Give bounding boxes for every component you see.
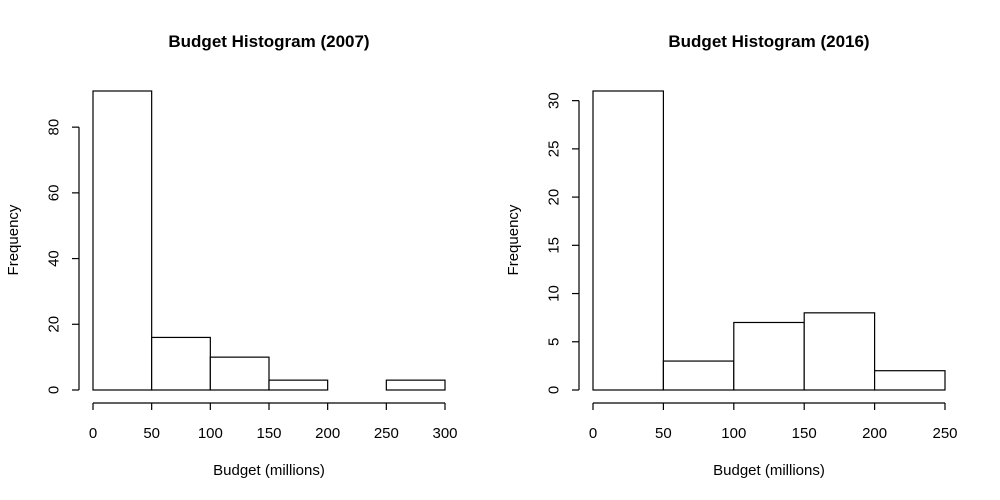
- chart-title: Budget Histogram (2007): [168, 32, 369, 51]
- x-tick-label: 0: [589, 425, 597, 442]
- y-tick-label: 60: [46, 185, 63, 202]
- y-tick-label: 15: [546, 237, 563, 254]
- histogram-bar: [803, 312, 876, 391]
- y-tick-label: 0: [546, 386, 563, 394]
- y-tick-label: 0: [46, 386, 63, 394]
- x-tick-label: 100: [721, 425, 746, 442]
- histogram-bar: [662, 360, 735, 391]
- histogram-bar: [151, 336, 211, 391]
- histogram-bar: [268, 379, 329, 391]
- x-tick-label: 50: [143, 425, 160, 442]
- histogram-bar: [209, 356, 270, 391]
- x-axis: 0 50 100 150 200 250: [589, 402, 958, 442]
- histogram-bars: [592, 90, 946, 391]
- x-axis: 0 50 100 150 200 250 300: [89, 402, 458, 442]
- y-axis: 0 5 10 15 20 25 30: [546, 92, 580, 394]
- x-tick-label: 200: [315, 425, 340, 442]
- x-tick-label: 100: [198, 425, 223, 442]
- x-tick-label: 300: [432, 425, 457, 442]
- y-axis-label: Frequency: [505, 204, 522, 275]
- x-axis-label: Budget (millions): [213, 462, 325, 479]
- x-tick-label: 150: [256, 425, 281, 442]
- y-tick-label: 5: [546, 338, 563, 346]
- y-axis: 0 20 40 60 80: [46, 119, 80, 394]
- y-tick-label: 10: [546, 285, 563, 302]
- y-tick-label: 40: [46, 250, 63, 267]
- chart-title: Budget Histogram (2016): [668, 32, 869, 51]
- histogram-panel-2016: Budget Histogram (2016) Budget (millions…: [505, 32, 958, 479]
- y-tick-label: 30: [546, 92, 563, 109]
- y-tick-label: 20: [46, 316, 63, 333]
- histogram-bar: [92, 90, 153, 391]
- x-tick-label: 150: [792, 425, 817, 442]
- histogram-bars: [92, 90, 446, 391]
- histogram-bar: [733, 321, 805, 391]
- x-axis-label: Budget (millions): [713, 462, 825, 479]
- x-tick-label: 200: [862, 425, 887, 442]
- histogram-panel-2007: Budget Histogram (2007) Budget (millions…: [5, 32, 458, 479]
- y-tick-label: 80: [46, 119, 63, 136]
- histogram-bar: [385, 379, 446, 391]
- histogram-bar: [873, 370, 946, 391]
- x-tick-label: 250: [932, 425, 957, 442]
- x-tick-label: 250: [374, 425, 399, 442]
- x-tick-label: 0: [89, 425, 97, 442]
- y-axis-label: Frequency: [5, 204, 22, 275]
- y-tick-label: 25: [546, 141, 563, 158]
- x-tick-label: 50: [655, 425, 672, 442]
- histogram-bar: [592, 90, 665, 391]
- y-tick-label: 20: [546, 189, 563, 206]
